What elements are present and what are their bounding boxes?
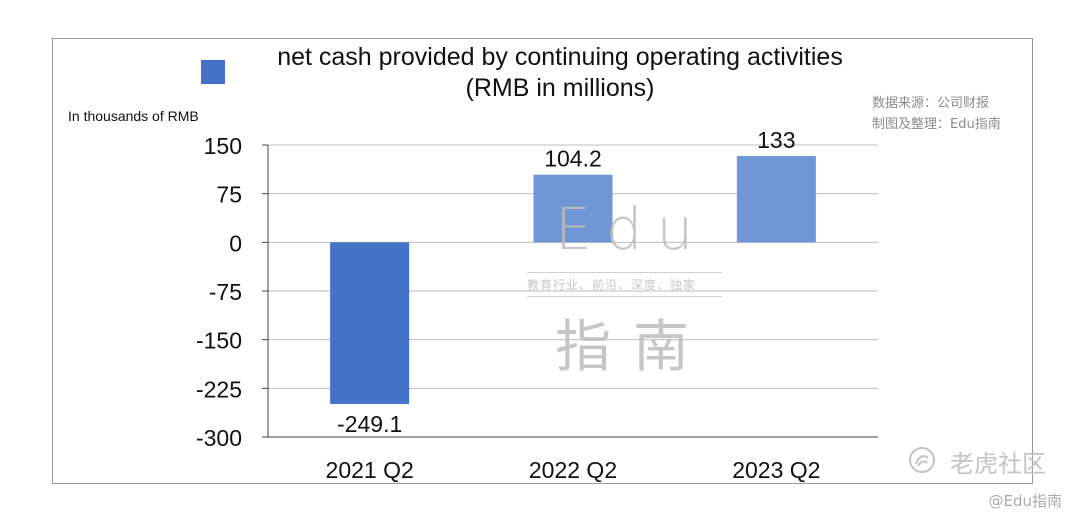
data-label: 133 bbox=[757, 127, 795, 153]
y-tick-label: -150 bbox=[196, 328, 242, 354]
watermark-latin: Edu bbox=[555, 195, 708, 263]
y-tick-label: -300 bbox=[196, 425, 242, 451]
data-label: -249.1 bbox=[337, 411, 402, 437]
y-tick-label: -225 bbox=[196, 376, 242, 402]
x-tick-label: 2022 Q2 bbox=[529, 457, 617, 483]
y-tick-label: 0 bbox=[229, 230, 242, 256]
source-line-data: 数据来源：公司财报 bbox=[872, 96, 990, 111]
y-tick-label: -75 bbox=[209, 279, 242, 305]
watermark-rule-bottom bbox=[527, 296, 722, 297]
bar-2023-q2 bbox=[736, 156, 816, 243]
chart-title: net cash provided by continuing operatin… bbox=[230, 42, 890, 104]
bar-2022-q2 bbox=[533, 174, 613, 243]
brand-name: 老虎社区 bbox=[950, 450, 1046, 478]
y-tick-label: 75 bbox=[216, 182, 242, 208]
chart-title-line-1: net cash provided by continuing operatin… bbox=[277, 43, 843, 71]
source-note: 数据来源：公司财报 制图及整理：Edu指南 bbox=[872, 93, 1001, 135]
chart-frame bbox=[52, 38, 1033, 484]
y-tick-label: 150 bbox=[204, 133, 242, 159]
tiger-logo-icon bbox=[909, 447, 935, 473]
x-tick-label: 2021 Q2 bbox=[326, 457, 414, 483]
data-label: 104.2 bbox=[544, 146, 602, 172]
brand-handle: @Edu指南 bbox=[988, 492, 1062, 510]
x-tick-label: 2023 Q2 bbox=[732, 457, 820, 483]
watermark-slogan: 教育行业、前沿、深度、独家 bbox=[527, 278, 697, 292]
chart-title-line-2: (RMB in millions) bbox=[465, 74, 655, 102]
y-axis-unit-label: In thousands of RMB bbox=[68, 108, 199, 124]
watermark-rule-top bbox=[527, 272, 722, 273]
bar-2021-q2 bbox=[330, 242, 410, 404]
legend-swatch bbox=[201, 60, 225, 84]
source-line-author: 制图及整理：Edu指南 bbox=[872, 117, 1001, 132]
watermark-han: 指南 bbox=[555, 315, 711, 380]
